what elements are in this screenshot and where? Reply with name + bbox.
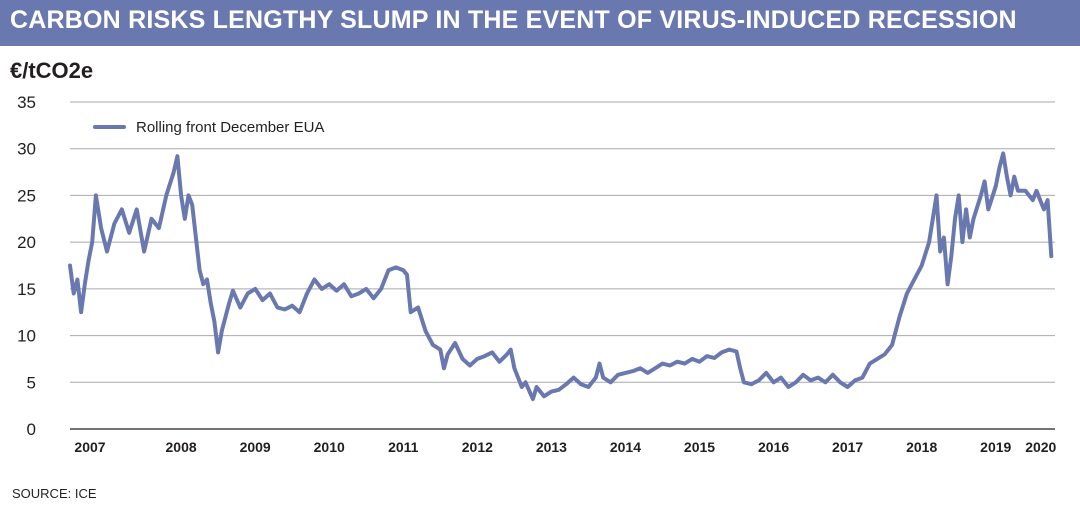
x-tick-label: 2014 <box>610 439 641 455</box>
x-tick-label: 2010 <box>314 439 345 455</box>
x-tick-label: 2013 <box>536 439 567 455</box>
x-tick-label: 2019 <box>980 439 1011 455</box>
x-tick-label: 2015 <box>684 439 715 455</box>
y-tick-label: 15 <box>17 280 36 299</box>
y-tick-label: 35 <box>17 93 36 112</box>
x-axis-ticks: 2007 2008 2009 2010 2011 2012 2013 2014 2015 2016… <box>74 439 1056 455</box>
x-tick-label: 2007 <box>74 439 105 455</box>
x-tick-label: 2020 <box>1025 439 1056 455</box>
y-tick-label: 0 <box>27 420 36 439</box>
y-axis-ticks: 0 5 10 15 20 25 30 35 <box>17 93 36 439</box>
x-tick-label: 2009 <box>240 439 271 455</box>
y-tick-label: 5 <box>27 373 36 392</box>
x-tick-label: 2016 <box>758 439 789 455</box>
title-banner: CARBON RISKS LENGTHY SLUMP IN THE EVENT … <box>0 0 1080 46</box>
y-tick-label: 10 <box>17 327 36 346</box>
y-tick-label: 25 <box>17 186 36 205</box>
y-tick-label: 30 <box>17 140 36 159</box>
chart-title: CARBON RISKS LENGTHY SLUMP IN THE EVENT … <box>10 6 1017 34</box>
source-note: SOURCE: ICE <box>12 486 97 501</box>
y-axis-unit-label: €/tCO2e <box>10 58 94 83</box>
x-tick-label: 2012 <box>462 439 493 455</box>
x-tick-label: 2011 <box>388 439 419 455</box>
legend: Rolling front December EUA <box>93 119 324 136</box>
legend-label: Rolling front December EUA <box>136 119 324 136</box>
x-tick-label: 2008 <box>166 439 197 455</box>
gridlines <box>70 101 1055 430</box>
y-tick-label: 20 <box>17 233 36 252</box>
x-tick-label: 2018 <box>906 439 937 455</box>
series-line-rolling-front-december-eua <box>68 151 1054 402</box>
x-tick-label: 2017 <box>832 439 863 455</box>
